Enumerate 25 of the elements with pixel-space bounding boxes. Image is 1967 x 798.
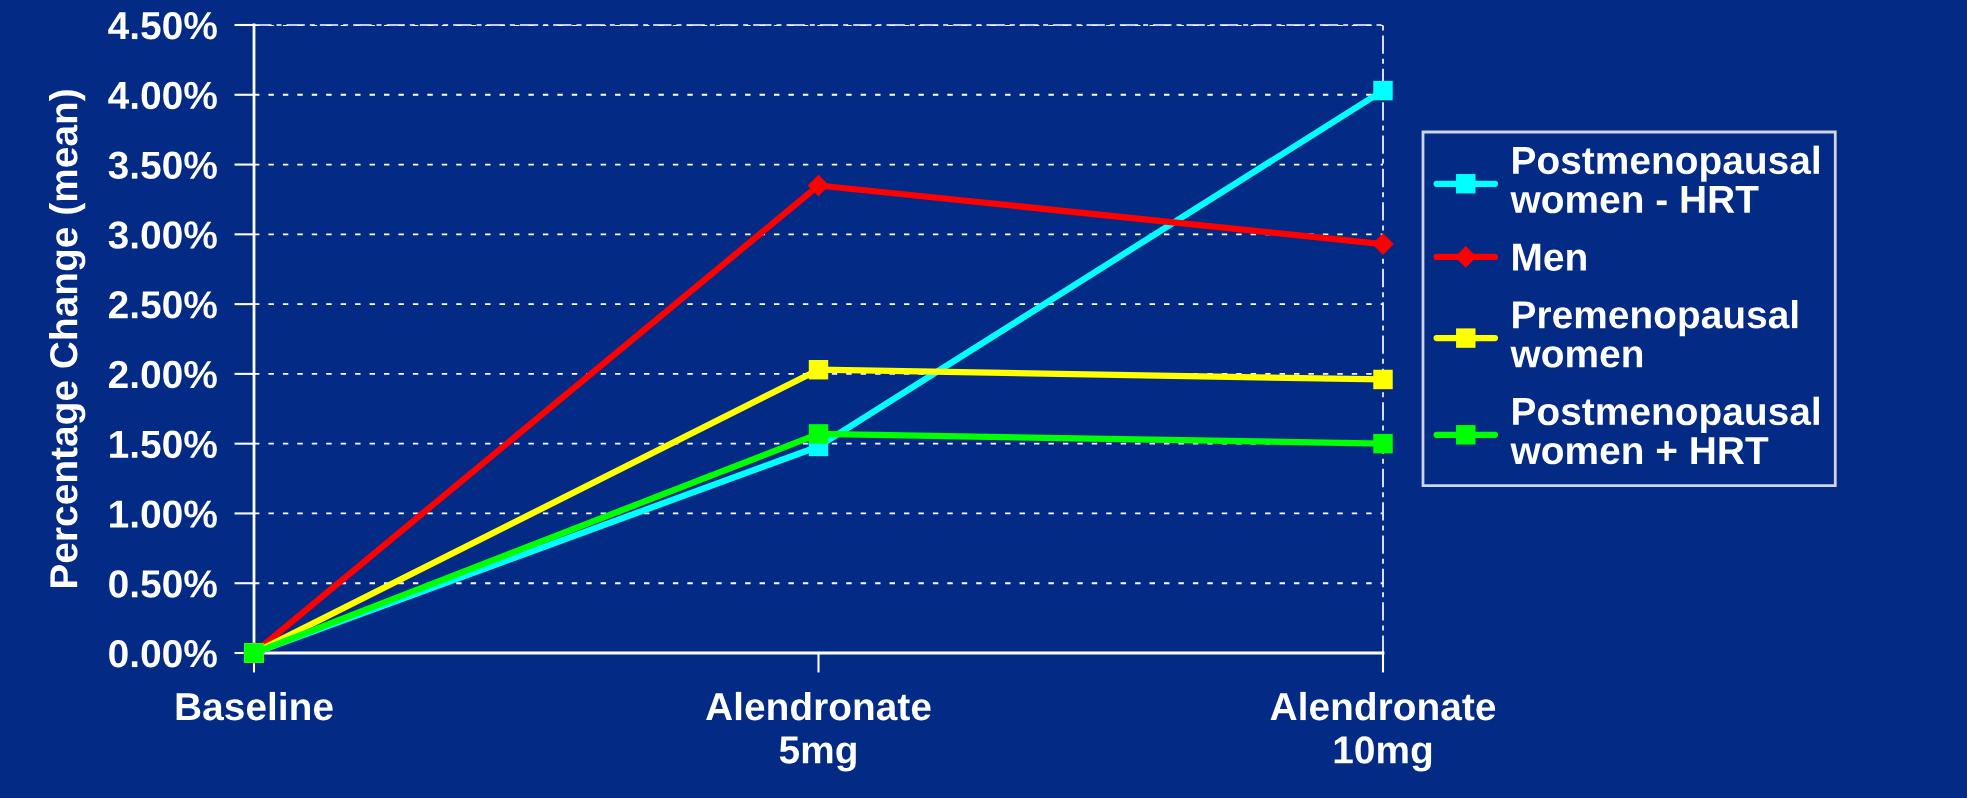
y-tick-label: 4.50%: [108, 11, 217, 40]
y-tick-label: 1.00%: [110, 500, 217, 528]
y-tick-label: 2.00%: [108, 360, 217, 389]
x-tick-label: Baseline: [176, 691, 333, 721]
x-tick-label: Alendronate 10mg: [1270, 691, 1496, 772]
y-tick-label: 4.00%: [108, 81, 217, 110]
point: [1372, 233, 1394, 255]
y-tick-label: 3.00%: [108, 221, 217, 249]
y-tick-label: 1.50%: [110, 430, 217, 459]
point: [1373, 369, 1393, 390]
x-tick-label: Alendronate 5mg: [706, 691, 931, 772]
legend-label: Men: [1513, 243, 1586, 271]
legend-label: Postmenopausal women + HRT: [1510, 396, 1819, 465]
y-tick-label: 0.00%: [109, 639, 217, 668]
y-tick-label: 2.50%: [108, 291, 217, 319]
point: [1373, 433, 1393, 454]
y-axis-title: Percentage Change (mean): [48, 90, 86, 588]
legend-label: Postmenopausal women - HRT: [1510, 145, 1819, 214]
y-tick-label: 0.50%: [109, 570, 217, 598]
point: [808, 359, 829, 380]
point: [807, 174, 830, 197]
point: [808, 424, 829, 444]
y-tick-label: 3.50%: [108, 151, 217, 180]
legend-label: Premenopausal women: [1510, 299, 1798, 368]
point: [1373, 80, 1393, 101]
